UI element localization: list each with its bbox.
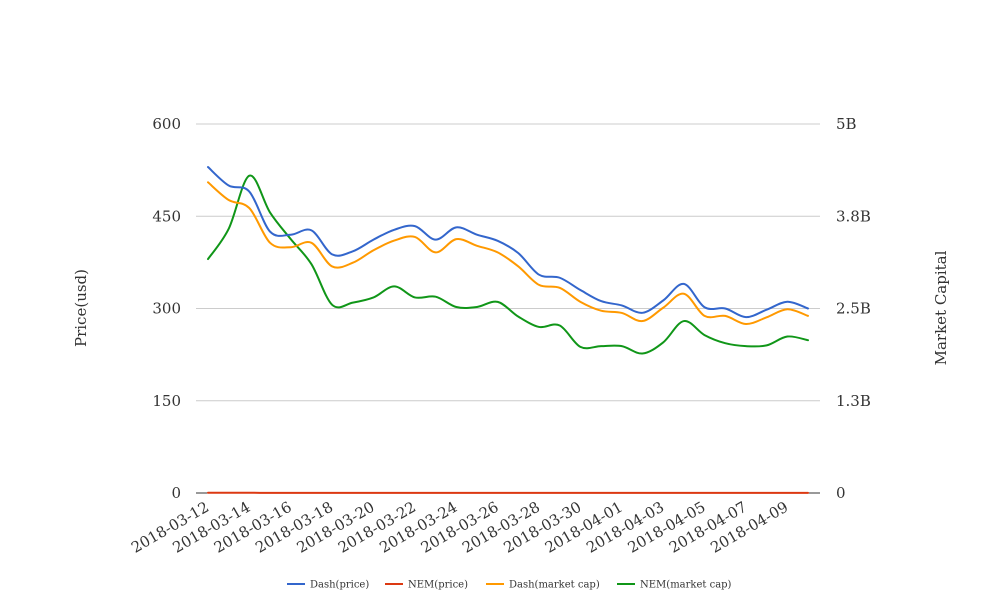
legend-label: NEM(price) <box>408 580 468 591</box>
legend-item: NEM(price) <box>385 580 468 591</box>
series-line-dash-market-cap <box>207 181 809 326</box>
series-lines <box>207 166 809 494</box>
y-right-tick-label: 5B <box>836 115 857 133</box>
x-axis: 2018-03-122018-03-142018-03-162018-03-18… <box>128 498 791 557</box>
legend: Dash(price) NEM(price) Dash(market cap) NEM… <box>287 580 732 591</box>
legend-label: Dash(price) <box>310 580 369 591</box>
legend-label: Dash(market cap) <box>509 580 600 591</box>
y-axis-left: 0 150 300 450 600 <box>152 115 181 502</box>
y-axis-left-title: Price(usd) <box>72 269 90 347</box>
y-left-tick-label: 300 <box>152 300 181 318</box>
legend-item: Dash(market cap) <box>486 580 600 591</box>
y-right-tick-label: 2.5B <box>836 300 871 318</box>
y-right-tick-label: 1.3B <box>836 392 871 410</box>
y-right-tick-label: 3.8B <box>836 207 871 225</box>
y-left-tick-label: 150 <box>152 392 181 410</box>
y-axis-right: 0 1.3B 2.5B 3.8B 5B <box>836 115 871 502</box>
y-right-tick-label: 0 <box>836 484 846 502</box>
legend-item: NEM(market cap) <box>617 580 732 591</box>
y-axis-right-title: Market Capital <box>932 250 950 365</box>
y-left-tick-label: 450 <box>152 207 181 225</box>
series-line-nem-market-cap <box>207 174 809 355</box>
legend-label: NEM(market cap) <box>640 580 732 591</box>
series-line-dash-price <box>207 166 809 319</box>
y-left-tick-label: 600 <box>152 115 181 133</box>
y-left-tick-label: 0 <box>171 484 181 502</box>
legend-item: Dash(price) <box>287 580 369 591</box>
